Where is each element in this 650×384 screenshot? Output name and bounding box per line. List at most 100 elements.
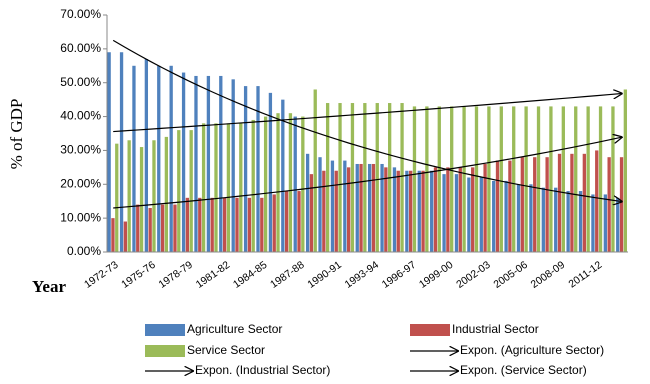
bar: [355, 163, 359, 252]
y-tick-label: 50.00%: [60, 75, 101, 89]
bar: [160, 204, 165, 252]
bar: [616, 197, 620, 252]
bar: [293, 116, 297, 252]
y-tick-label: 30.00%: [60, 143, 101, 157]
bar: [260, 197, 264, 252]
bar: [412, 106, 417, 253]
x-tick-label: 2011-12: [566, 259, 604, 291]
bar: [111, 218, 115, 252]
bar: [359, 163, 363, 252]
bar: [533, 157, 537, 252]
bar: [433, 167, 438, 252]
bar: [392, 167, 397, 252]
bar: [437, 106, 441, 253]
x-tick-label: 1999-00: [417, 259, 456, 291]
bar: [226, 123, 231, 252]
bar: [446, 167, 450, 252]
bar: [598, 106, 603, 253]
trendline: [113, 93, 622, 133]
bar: [132, 65, 136, 253]
bar: [247, 197, 252, 252]
bar: [343, 160, 347, 252]
bar: [450, 106, 454, 253]
bar: [219, 75, 223, 252]
legend-label: Agriculture Sector: [187, 322, 282, 336]
y-tick-label: 70.00%: [60, 7, 101, 21]
bar: [305, 153, 310, 252]
legend-label: Expon. (Service Sector): [460, 363, 587, 377]
bar: [157, 65, 161, 253]
legend-swatch: [410, 324, 450, 336]
bar: [222, 197, 227, 252]
bar: [396, 170, 400, 252]
bar: [561, 106, 565, 253]
trendline: [112, 39, 622, 201]
bar: [288, 113, 293, 252]
bar: [554, 187, 558, 252]
bar: [139, 147, 144, 252]
bar: [173, 204, 177, 252]
bar: [512, 106, 516, 253]
y-tick-label: 10.00%: [60, 210, 101, 224]
bar: [595, 150, 599, 252]
bar: [442, 174, 446, 252]
x-tick-label: 1990-91: [305, 259, 344, 291]
bar: [363, 103, 367, 253]
bar: [318, 157, 322, 252]
bar: [198, 197, 202, 252]
bar: [582, 153, 586, 252]
bar: [144, 59, 149, 253]
bar: [330, 160, 335, 252]
bar: [189, 130, 193, 252]
bar: [430, 170, 434, 252]
bar: [115, 143, 119, 252]
bar: [251, 119, 255, 252]
bar: [276, 113, 280, 252]
bar: [504, 180, 508, 252]
bar: [586, 106, 590, 253]
bar: [405, 170, 409, 252]
bar: [127, 140, 131, 252]
x-tick-label: 2002-03: [454, 259, 493, 291]
bar: [272, 194, 276, 252]
bar: [297, 191, 301, 252]
bar: [107, 52, 111, 252]
bar: [607, 157, 611, 252]
bar: [458, 167, 462, 252]
bar: [181, 72, 186, 252]
bar: [239, 123, 243, 252]
y-tick-label: 60.00%: [60, 41, 101, 55]
bar: [367, 163, 372, 252]
bar: [119, 52, 124, 252]
y-axis-label: % of GDP: [7, 99, 26, 170]
bar: [566, 191, 570, 252]
x-tick-label: 2008-09: [529, 259, 568, 291]
x-tick-label: 1975-76: [119, 259, 158, 291]
bar: [520, 157, 524, 252]
bar: [169, 65, 173, 253]
bar: [206, 75, 211, 252]
bar: [268, 92, 273, 252]
bar: [516, 184, 521, 252]
bar: [123, 221, 128, 252]
bar: [164, 136, 169, 252]
bar: [152, 140, 156, 252]
bar: [619, 157, 624, 252]
bar: [400, 103, 404, 253]
bar: [301, 116, 305, 252]
bar: [574, 106, 578, 253]
bar: [313, 89, 317, 252]
legend-label: Expon. (Agriculture Sector): [460, 343, 604, 357]
bar: [235, 197, 239, 252]
x-tick-label: 1981-82: [194, 259, 233, 291]
bar: [462, 106, 466, 253]
legend-label: Service Sector: [187, 343, 265, 357]
bar: [334, 170, 338, 252]
bar: [541, 187, 545, 252]
bar: [499, 106, 503, 253]
bar: [479, 177, 483, 252]
bar: [148, 207, 152, 252]
legend-swatch: [145, 324, 185, 336]
bar: [425, 106, 429, 253]
legend-swatch: [145, 345, 185, 357]
